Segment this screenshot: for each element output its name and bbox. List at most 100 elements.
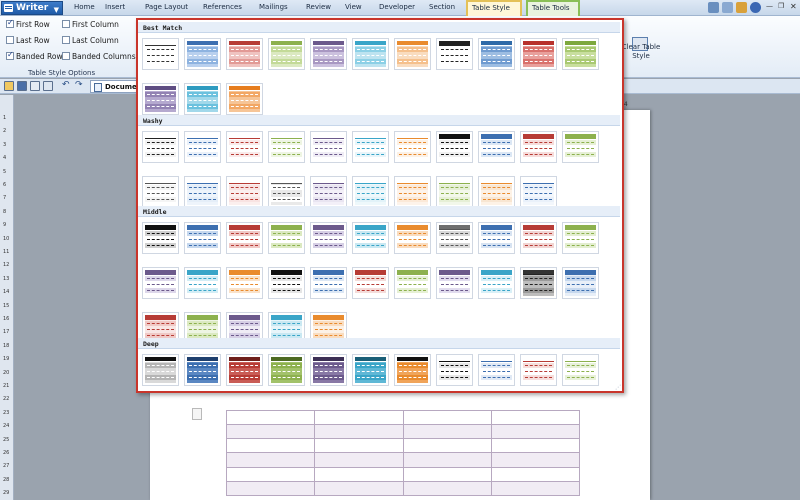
menu-mailings[interactable]: Mailings bbox=[259, 3, 288, 11]
undo-icon[interactable]: ↶ bbox=[62, 80, 70, 90]
table-style-swatch[interactable] bbox=[394, 131, 431, 163]
menu-review[interactable]: Review bbox=[306, 3, 331, 11]
table-style-swatch[interactable] bbox=[268, 131, 305, 163]
table-style-swatch[interactable] bbox=[184, 38, 221, 70]
table-style-swatch[interactable] bbox=[520, 176, 557, 208]
table-style-swatch[interactable] bbox=[268, 312, 305, 344]
collapse-ribbon-icon[interactable] bbox=[708, 2, 719, 13]
table-style-swatch[interactable] bbox=[394, 176, 431, 208]
menu-developer[interactable]: Developer bbox=[379, 3, 416, 11]
menu-references[interactable]: References bbox=[203, 3, 242, 11]
window-icon[interactable] bbox=[722, 2, 733, 13]
table-style-swatch[interactable] bbox=[352, 131, 389, 163]
table-style-swatch[interactable] bbox=[310, 312, 347, 344]
table-style-swatch[interactable] bbox=[226, 354, 263, 386]
table-cell[interactable] bbox=[314, 438, 404, 454]
table-cell[interactable] bbox=[402, 438, 492, 454]
first-row-checkbox[interactable]: First Row bbox=[6, 18, 50, 29]
document-tab[interactable]: Documen bbox=[90, 80, 142, 93]
last-row-checkbox[interactable]: Last Row bbox=[6, 36, 50, 45]
table-style-swatch[interactable] bbox=[436, 222, 473, 254]
tab-table-style[interactable]: Table Style bbox=[466, 0, 522, 16]
table-cell[interactable] bbox=[225, 452, 316, 468]
table-style-swatch[interactable] bbox=[520, 131, 557, 163]
menu-page-layout[interactable]: Page Layout bbox=[145, 3, 188, 11]
table-cell[interactable] bbox=[490, 466, 581, 482]
table-style-swatch[interactable] bbox=[478, 267, 515, 299]
table-style-swatch[interactable] bbox=[394, 222, 431, 254]
redo-icon[interactable]: ↷ bbox=[75, 80, 83, 90]
table-cell[interactable] bbox=[402, 452, 492, 468]
table-style-swatch[interactable] bbox=[142, 83, 179, 115]
table-cell[interactable] bbox=[314, 466, 404, 482]
table-cell[interactable] bbox=[314, 452, 404, 468]
table-style-swatch[interactable] bbox=[184, 354, 221, 386]
clear-table-style-button[interactable]: Clear Table Style bbox=[621, 43, 661, 60]
table-style-swatch[interactable] bbox=[142, 176, 179, 208]
table-style-swatch[interactable] bbox=[352, 267, 389, 299]
clear-table-style-icon[interactable] bbox=[632, 37, 648, 51]
table-cell[interactable] bbox=[490, 409, 581, 426]
open-icon[interactable] bbox=[4, 81, 14, 91]
table-style-swatch[interactable] bbox=[562, 131, 599, 163]
table-style-swatch[interactable] bbox=[310, 38, 347, 70]
table-style-swatch[interactable] bbox=[352, 354, 389, 386]
table-style-swatch[interactable] bbox=[310, 222, 347, 254]
table-style-swatch[interactable] bbox=[142, 267, 179, 299]
table-cell[interactable] bbox=[490, 438, 581, 454]
table-style-swatch[interactable] bbox=[226, 38, 263, 70]
table-style-swatch[interactable] bbox=[268, 267, 305, 299]
table-style-swatch[interactable] bbox=[562, 267, 599, 299]
table-style-swatch[interactable] bbox=[436, 131, 473, 163]
table-cell[interactable] bbox=[225, 438, 316, 454]
table-cell[interactable] bbox=[490, 480, 581, 497]
table-style-swatch[interactable] bbox=[394, 354, 431, 386]
table-style-swatch[interactable] bbox=[520, 222, 557, 254]
table-cell[interactable] bbox=[402, 480, 492, 497]
table-style-swatch[interactable] bbox=[142, 222, 179, 254]
table-style-swatch[interactable] bbox=[478, 354, 515, 386]
table-style-swatch[interactable] bbox=[394, 38, 431, 70]
table-cell[interactable] bbox=[490, 424, 581, 440]
app-menu-button[interactable]: Writer ▼ bbox=[1, 1, 63, 15]
first-column-checkbox[interactable]: First Column bbox=[62, 20, 119, 29]
table-style-swatch[interactable] bbox=[142, 38, 179, 70]
table-style-swatch[interactable] bbox=[562, 222, 599, 254]
table-style-swatch[interactable] bbox=[184, 222, 221, 254]
menu-home[interactable]: Home bbox=[74, 3, 95, 11]
print-preview-icon[interactable] bbox=[43, 81, 53, 91]
table-style-swatch[interactable] bbox=[520, 354, 557, 386]
table-cell[interactable] bbox=[314, 409, 404, 426]
restore-icon[interactable]: ❐ bbox=[778, 2, 785, 10]
table-style-swatch[interactable] bbox=[184, 83, 221, 115]
banded-rows-checkbox[interactable]: Banded Rows bbox=[6, 50, 67, 61]
menu-insert[interactable]: Insert bbox=[105, 3, 126, 11]
table-style-swatch[interactable] bbox=[268, 354, 305, 386]
table-style-swatch[interactable] bbox=[184, 131, 221, 163]
save-icon[interactable] bbox=[17, 81, 27, 91]
table-style-swatch[interactable] bbox=[520, 38, 557, 70]
table-style-swatch[interactable] bbox=[310, 354, 347, 386]
table-style-swatch[interactable] bbox=[184, 267, 221, 299]
table-style-swatch[interactable] bbox=[226, 222, 263, 254]
table-style-swatch[interactable] bbox=[142, 131, 179, 163]
table-style-swatch[interactable] bbox=[562, 354, 599, 386]
table-style-swatch[interactable] bbox=[478, 176, 515, 208]
last-column-checkbox[interactable]: Last Column bbox=[62, 36, 119, 45]
tab-table-tools[interactable]: Table Tools bbox=[526, 0, 580, 16]
close-icon[interactable]: ✕ bbox=[790, 2, 797, 11]
banded-columns-checkbox[interactable]: Banded Columns bbox=[62, 52, 136, 61]
document-table[interactable] bbox=[225, 409, 581, 497]
user-icon[interactable] bbox=[736, 2, 747, 13]
table-style-swatch[interactable] bbox=[310, 131, 347, 163]
table-cell[interactable] bbox=[402, 424, 492, 440]
table-style-swatch[interactable] bbox=[310, 176, 347, 208]
table-style-swatch[interactable] bbox=[352, 176, 389, 208]
table-style-swatch[interactable] bbox=[310, 267, 347, 299]
menu-section[interactable]: Section bbox=[429, 3, 456, 11]
table-style-swatch[interactable] bbox=[268, 222, 305, 254]
table-style-swatch[interactable] bbox=[436, 354, 473, 386]
table-cell[interactable] bbox=[225, 409, 316, 426]
table-cell[interactable] bbox=[402, 409, 492, 426]
table-style-swatch[interactable] bbox=[394, 267, 431, 299]
